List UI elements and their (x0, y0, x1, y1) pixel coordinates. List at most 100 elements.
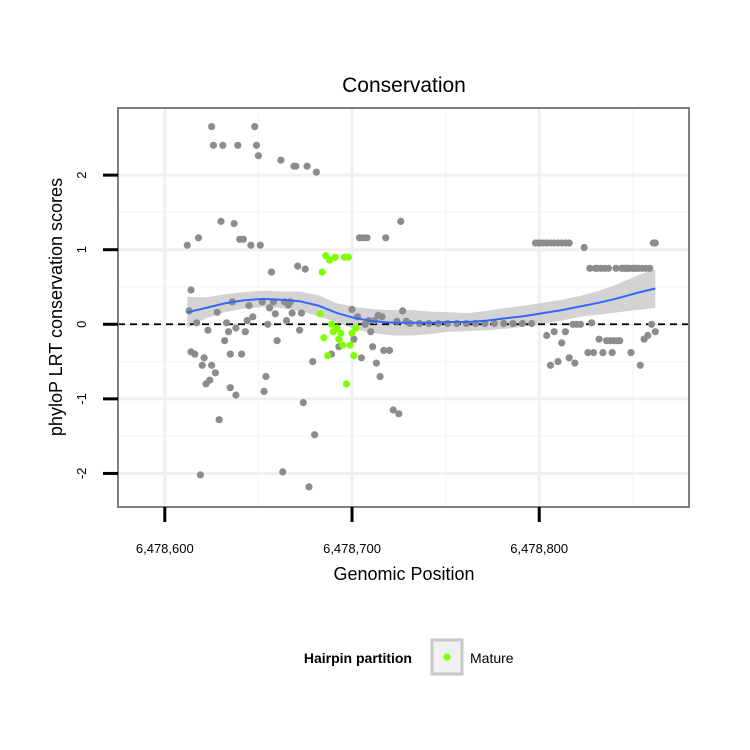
point-other (509, 319, 517, 328)
y-tick-label: -2 (74, 468, 89, 480)
point-other (260, 387, 268, 395)
point-other (312, 168, 320, 176)
smooth-line (187, 287, 656, 324)
point-other (586, 264, 594, 272)
point-other (296, 326, 304, 334)
point-other (393, 317, 401, 325)
point-other (599, 349, 607, 357)
point-mature (337, 329, 345, 337)
point-mature (327, 320, 335, 328)
point-other (378, 313, 386, 321)
point-other (580, 243, 588, 252)
point-mature (331, 253, 339, 261)
point-other (443, 319, 452, 328)
confidence-band (187, 269, 656, 336)
point-other (565, 354, 573, 362)
point-other (183, 241, 191, 249)
plot-panel-border (117, 107, 690, 508)
point-mature (348, 329, 356, 337)
point-other (303, 162, 311, 170)
point-other (230, 220, 238, 228)
point-other (223, 319, 231, 327)
point-other (232, 391, 240, 399)
point-other (309, 358, 317, 366)
point-other (232, 324, 240, 332)
x-tick-label: 6,478,800 (510, 541, 568, 556)
point-other (627, 349, 635, 357)
point-other (221, 337, 229, 345)
point-other (646, 264, 654, 272)
point-other (254, 152, 262, 160)
point-other (395, 410, 403, 418)
point-other (348, 305, 356, 313)
point-other (245, 302, 253, 310)
y-tick-label: 1 (74, 246, 89, 253)
point-other (224, 328, 233, 336)
point-other (215, 416, 223, 424)
point-other (382, 234, 390, 242)
point-mature (352, 324, 360, 332)
point-other (277, 156, 285, 164)
point-other (226, 350, 234, 358)
x-axis-title: Genomic Position (333, 564, 474, 584)
point-other (226, 384, 234, 392)
point-other (252, 141, 261, 149)
point-other (608, 349, 616, 357)
point-other (200, 354, 208, 362)
point-mature (350, 352, 358, 360)
point-other (204, 326, 212, 334)
point-other (589, 349, 598, 357)
point-other (546, 361, 555, 369)
point-other (363, 234, 371, 242)
point-other (209, 141, 218, 149)
y-tick-label: 2 (74, 171, 89, 178)
point-other (187, 286, 195, 294)
point-other (211, 369, 219, 377)
point-other (292, 162, 300, 170)
point-other (369, 343, 377, 351)
point-other (243, 317, 251, 325)
point-other (297, 309, 306, 317)
point-other (588, 319, 596, 327)
point-other (453, 319, 461, 328)
point-mature (320, 334, 328, 342)
chart-title: Conservation (342, 74, 466, 97)
point-other (571, 359, 579, 367)
point-other (651, 328, 659, 336)
point-mature (316, 310, 324, 318)
data-points (183, 123, 659, 491)
point-other (282, 317, 291, 325)
point-other (612, 264, 620, 272)
point-other (288, 309, 296, 317)
point-other (234, 141, 242, 149)
point-other (241, 328, 249, 336)
point-other (206, 376, 214, 384)
point-other (389, 406, 397, 414)
point-other (239, 235, 247, 243)
point-other (576, 320, 585, 328)
point-other (258, 298, 266, 306)
point-other (301, 265, 309, 273)
point-other (350, 335, 358, 343)
point-mature (342, 380, 350, 388)
point-other (528, 319, 536, 328)
point-mature (335, 335, 343, 343)
point-other (651, 239, 659, 247)
point-mature (344, 253, 352, 261)
point-other (208, 123, 216, 131)
point-other (554, 358, 562, 366)
point-other (271, 310, 279, 318)
point-other (380, 346, 388, 354)
point-other (198, 361, 206, 369)
x-axis-ticks: 6,478,600 6,478,700 6,478,800 (136, 507, 568, 556)
point-other (196, 471, 204, 479)
point-other (550, 328, 558, 336)
point-other (399, 307, 407, 315)
point-other (267, 268, 276, 276)
point-other (279, 468, 287, 476)
legend: Hairpin partition Mature (304, 638, 514, 676)
point-other (372, 359, 380, 367)
point-other (273, 337, 281, 345)
point-other (397, 217, 405, 225)
